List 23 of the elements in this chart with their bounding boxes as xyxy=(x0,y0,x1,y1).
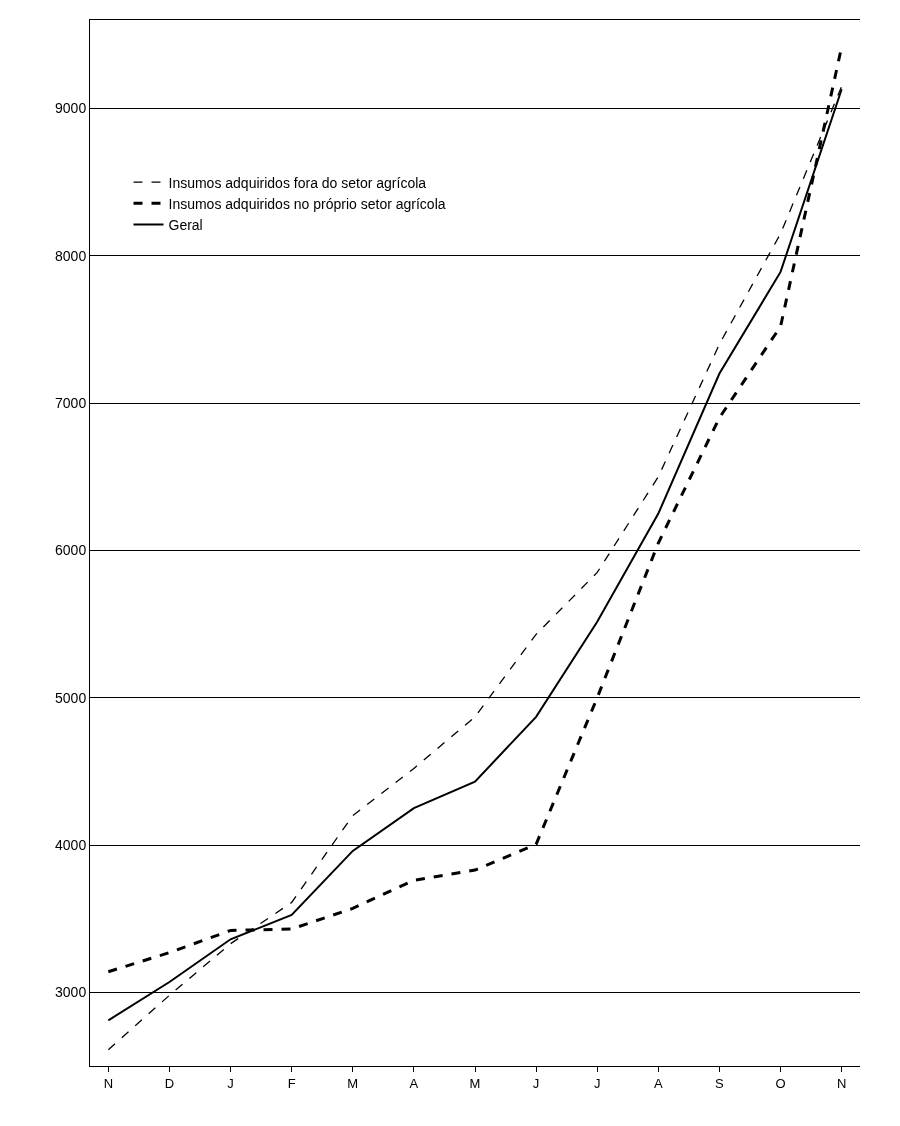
x-tick-label: S xyxy=(715,1075,725,1091)
y-tick-label: 5000 xyxy=(55,689,87,706)
legend-label: Insumos adquiridos fora do setor agrícola xyxy=(168,174,427,191)
y-tick-label: 9000 xyxy=(55,100,87,117)
x-tick-label: D xyxy=(164,1075,175,1091)
x-tick-label: F xyxy=(287,1075,296,1091)
x-tick-label: A xyxy=(653,1075,663,1091)
legend-label: Geral xyxy=(168,216,203,233)
x-tick-label: M xyxy=(469,1075,481,1091)
x-tick-label: J xyxy=(532,1075,540,1091)
x-tick-label: J xyxy=(593,1075,601,1091)
y-tick-label: 3000 xyxy=(55,984,87,1001)
x-tick-label: J xyxy=(227,1075,234,1091)
y-tick-label: 4000 xyxy=(55,836,87,853)
y-tick-label: 6000 xyxy=(55,542,87,559)
y-tick-label: 7000 xyxy=(55,394,87,411)
x-tick-label: N xyxy=(836,1075,847,1091)
x-tick-label: A xyxy=(409,1075,419,1091)
legend-label: Insumos adquiridos no próprio setor agrícola xyxy=(168,195,446,212)
y-tick-label: 8000 xyxy=(55,247,87,264)
x-tick-label: O xyxy=(775,1075,786,1091)
x-tick-label: N xyxy=(103,1075,114,1091)
x-tick-label: M xyxy=(347,1075,359,1091)
